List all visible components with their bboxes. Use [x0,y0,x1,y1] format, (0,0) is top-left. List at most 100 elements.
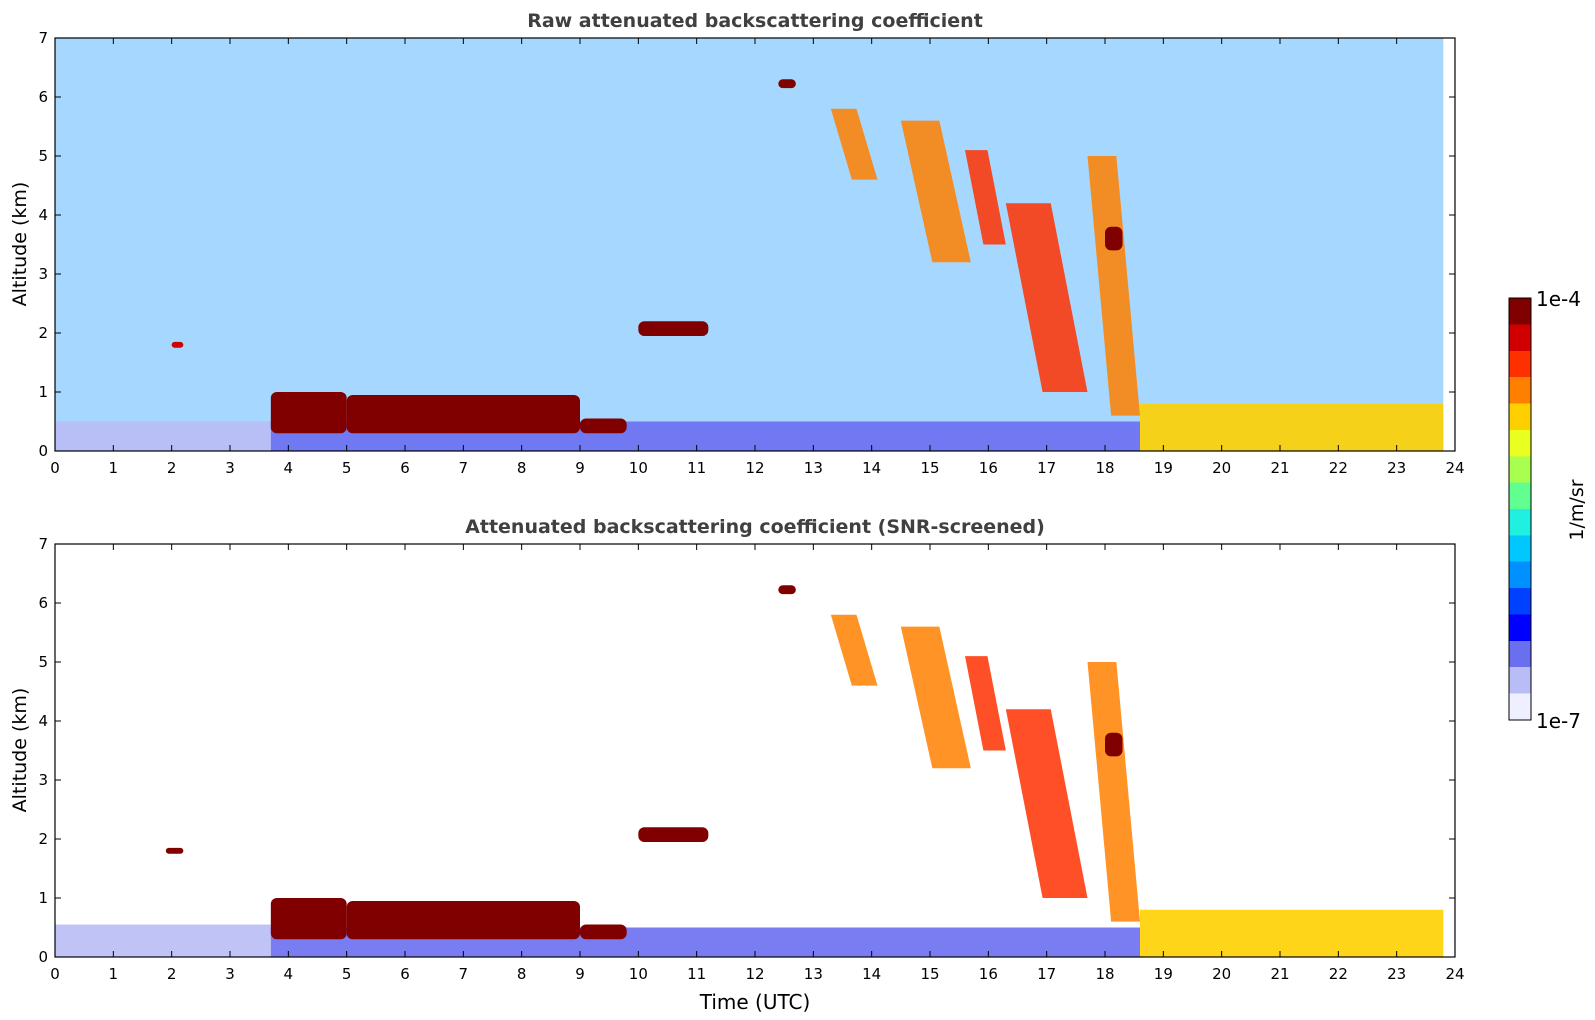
heatmap-feature-cirrus-fallstreak [1005,709,1088,898]
y-tick-label: 3 [38,771,48,789]
x-tick-label: 13 [804,965,823,983]
x-tick-label: 18 [1095,965,1114,983]
x-tick-label: 6 [400,459,410,477]
x-tick-label: 24 [1445,965,1464,983]
y-tick-label: 6 [38,594,48,612]
heatmap-feature-cirrus-fallstreak [830,614,878,686]
heatmap-feature-cloud-layer [778,79,796,89]
x-axis-label: Time (UTC) [699,990,811,1014]
plot-frame [54,543,1456,958]
heatmap-feature-cirrus-fallstreak [1087,662,1140,922]
heatmap-feature-cloud-layer [171,341,184,348]
heatmap-feature-cloud-layer [638,321,709,336]
heatmap-feature-cloud-layer [270,392,347,434]
y-tick-label: 7 [38,29,48,47]
x-tick-label: 8 [517,459,527,477]
x-tick-label: 5 [342,965,352,983]
x-tick-label: 17 [1037,459,1056,477]
x-tick-label: 10 [629,965,648,983]
panel-screened: Attenuated backscattering coefficient (S… [9,516,1465,1014]
y-tick-label: 4 [38,712,48,730]
heatmap-feature-cirrus-fallstreak [1005,203,1088,392]
heatmap-feature-cloud-layer [778,585,796,595]
y-tick-label: 5 [38,147,48,165]
x-tick-label: 19 [1154,459,1173,477]
x-tick-label: 3 [225,965,235,983]
heatmap-feature-cirrus-fallstreak [830,108,878,180]
x-tick-label: 11 [687,965,706,983]
x-tick-label: 1 [109,965,119,983]
x-tick-label: 21 [1270,965,1289,983]
colorbar-unit-label: 1/m/sr [1566,479,1588,540]
heatmap-feature-cirrus-fallstreak [900,626,971,769]
x-tick-label: 20 [1212,965,1231,983]
x-tick-label: 3 [225,459,235,477]
x-tick-label: 15 [920,965,939,983]
x-tick-label: 17 [1037,965,1056,983]
panel-title: Raw attenuated backscattering coefficien… [527,10,983,32]
x-tick-label: 18 [1095,459,1114,477]
heatmap-feature-cloud-layer [346,394,580,434]
y-tick-label: 7 [38,535,48,553]
y-tick-label: 5 [38,653,48,671]
axis-ticks: 0 1 2 3 4 5 6 7 8 9 10 11 12 13 14 15 16 17 18 19 20 21 22 23 24… [38,29,1464,477]
x-tick-label: 19 [1154,965,1173,983]
y-tick-label: 4 [38,206,48,224]
x-tick-label: 23 [1387,965,1406,983]
heatmap-feature-cloud-layer [580,418,627,434]
colorbar-min-label: 1e-7 [1536,709,1581,733]
x-tick-label: 20 [1212,459,1231,477]
colorbar-scale [1508,297,1532,721]
x-tick-label: 5 [342,459,352,477]
x-tick-label: 6 [400,965,410,983]
x-tick-label: 14 [862,965,881,983]
x-tick-label: 9 [575,965,585,983]
heatmap-feature-boundary-layer [1140,909,1444,957]
y-tick-label: 1 [38,889,48,907]
heatmap-feature-boundary-layer [55,421,271,451]
heatmap-feature-boundary-layer [55,924,271,957]
x-tick-label: 2 [167,459,177,477]
x-tick-label: 23 [1387,459,1406,477]
y-tick-label: 6 [38,88,48,106]
heatmap-feature-cloud-layer [270,898,347,940]
x-tick-label: 22 [1329,965,1348,983]
x-tick-label: 4 [284,965,294,983]
x-tick-label: 2 [167,965,177,983]
x-tick-label: 24 [1445,459,1464,477]
y-axis-label: Altitude (km) [9,182,31,307]
heatmap-feature-noise-background [55,38,1444,451]
x-tick-label: 0 [50,459,60,477]
y-tick-label: 3 [38,265,48,283]
x-tick-label: 7 [459,965,469,983]
x-tick-label: 14 [862,459,881,477]
heatmap-feature-cirrus-fallstreak [965,656,1006,751]
x-tick-label: 16 [979,965,998,983]
heatmap-feature-cloud-layer [1105,226,1123,251]
x-tick-label: 7 [459,459,469,477]
heatmap-area [55,585,1444,957]
heatmap-feature-cirrus-fallstreak [965,150,1006,245]
x-tick-label: 0 [50,965,60,983]
panel-raw: Raw attenuated backscattering coefficien… [9,10,1465,477]
panel-title: Attenuated backscattering coefficient (S… [465,516,1045,538]
y-tick-label: 1 [38,383,48,401]
colorbar: 1e-4 1e-7 1/m/sr [1508,287,1588,733]
x-tick-label: 22 [1329,459,1348,477]
heatmap-feature-cloud-layer [346,900,580,940]
y-axis-label: Altitude (km) [9,688,31,813]
heatmap-area [55,38,1444,451]
y-tick-label: 2 [38,324,48,342]
heatmap-feature-cirrus-fallstreak [1087,156,1140,416]
heatmap-feature-boundary-layer [1140,403,1444,451]
x-tick-label: 10 [629,459,648,477]
x-tick-label: 16 [979,459,998,477]
x-tick-label: 12 [745,459,764,477]
y-tick-label: 0 [38,948,48,966]
x-tick-label: 13 [804,459,823,477]
heatmap-feature-cloud-layer [580,924,627,940]
axis-ticks: 0 1 2 3 4 5 6 7 8 9 10 11 12 13 14 15 16 17 18 19 20 21 22 23 24… [38,535,1464,983]
x-tick-label: 1 [109,459,119,477]
colorbar-max-label: 1e-4 [1536,287,1581,311]
